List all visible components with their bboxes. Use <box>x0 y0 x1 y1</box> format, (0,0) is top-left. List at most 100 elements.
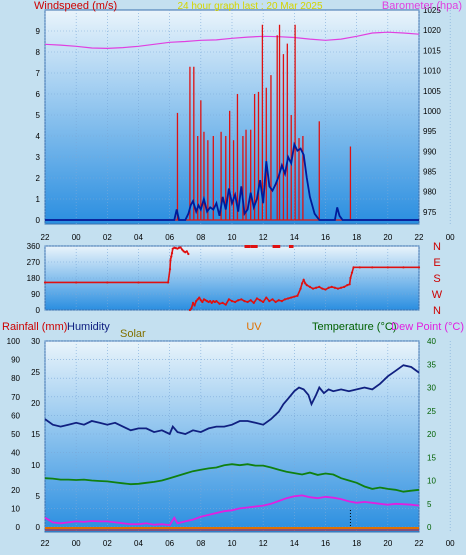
temperature-tick-label: 25 <box>427 407 436 416</box>
wind-x-tick-label: 10 <box>228 233 237 242</box>
barometer-tick-label: 975 <box>423 208 437 217</box>
direction-y-tick-label: 270 <box>27 258 41 267</box>
direction-y-tick-label: 360 <box>27 242 41 251</box>
wind-y-tick-label: 7 <box>36 69 41 78</box>
direction-axes: 0 N 90 W 180 S 270 E 360 N <box>27 241 443 317</box>
barometer-tick-label: 1005 <box>423 87 441 96</box>
barometer-line <box>44 31 420 50</box>
direction-point <box>246 245 250 248</box>
direction-point <box>247 245 251 248</box>
barometer-tick-label: 995 <box>423 127 437 136</box>
temperature-tick-label: 40 <box>427 337 436 346</box>
climate-x-tick-label: 16 <box>321 539 330 548</box>
temperature-tick-label: 35 <box>427 360 436 369</box>
barometer-tick-label: 980 <box>423 188 437 197</box>
wind-axes: 22 00 02 04 06 08 10 12 14 16 18 20 22 00012345678997… <box>36 6 456 242</box>
direction-series <box>43 245 421 312</box>
wind-y-tick-label: 3 <box>36 153 41 162</box>
rainfall-tick-label: 0 <box>36 523 41 532</box>
windspeed-axis-title: Windspeed (m/s) <box>34 0 117 12</box>
climate-x-tick-label: 20 <box>383 539 392 548</box>
compass-label: W <box>432 289 443 301</box>
uv-label: UV <box>246 321 262 333</box>
barometer-tick-label: 1010 <box>423 67 441 76</box>
barometer-tick-label: 1015 <box>423 46 441 55</box>
barometer-tick-label: 1025 <box>423 6 441 15</box>
wind-y-tick-label: 6 <box>36 90 41 99</box>
wind-x-tick-label: 06 <box>165 233 174 242</box>
direction-point <box>275 245 279 248</box>
barometer-tick-label: 1020 <box>423 26 441 35</box>
climate-series <box>44 364 420 531</box>
climate-x-tick-label: 10 <box>228 539 237 548</box>
climate-x-tick-label: 14 <box>290 539 299 548</box>
climate-x-tick-label: 12 <box>259 539 268 548</box>
humidity-tick-label: 80 <box>11 374 20 383</box>
climate-x-tick-label: 08 <box>196 539 205 548</box>
wind-x-tick-label: 18 <box>352 233 361 242</box>
direction-y-tick-label: 0 <box>36 306 41 315</box>
temperature-tick-label: 0 <box>427 523 432 532</box>
temperature-tick-label: 10 <box>427 477 436 486</box>
wind-average-line <box>45 141 419 221</box>
humidity-tick-label: 90 <box>11 356 20 365</box>
direction-point <box>288 245 292 248</box>
compass-label: N <box>433 305 441 317</box>
wind-x-tick-label: 22 <box>41 233 50 242</box>
wind-y-tick-label: 8 <box>36 48 41 57</box>
rainfall-tick-label: 10 <box>31 461 40 470</box>
climate-x-tick-label: 22 <box>415 539 424 548</box>
rainfall-tick-label: 5 <box>36 492 41 501</box>
wind-x-tick-label: 08 <box>196 233 205 242</box>
direction-segment <box>167 269 171 283</box>
direction-point <box>274 245 278 248</box>
wind-x-tick-label: 22 <box>415 233 424 242</box>
humidity-line <box>44 364 420 436</box>
direction-point <box>272 245 276 248</box>
wind-x-tick-label: 00 <box>72 233 81 242</box>
humidity-tick-label: 30 <box>11 467 20 476</box>
solar-label: Solar <box>120 328 146 340</box>
dewpoint-line <box>44 494 420 527</box>
direction-grid <box>44 245 420 311</box>
wind-x-tick-label: 20 <box>383 233 392 242</box>
climate-x-tick-label: 18 <box>352 539 361 548</box>
rainfall-tick-label: 30 <box>31 337 40 346</box>
wind-x-tick-label: 04 <box>134 233 143 242</box>
temperature-tick-label: 5 <box>427 500 432 509</box>
wind-x-tick-label: 16 <box>321 233 330 242</box>
wind-x-tick-label: 02 <box>103 233 112 242</box>
temperature-axis-title: Temperature (°C) <box>312 321 396 333</box>
humidity-tick-label: 40 <box>11 449 20 458</box>
rainfall-tick-label: 20 <box>31 399 40 408</box>
wind-y-tick-label: 1 <box>36 195 41 204</box>
direction-point <box>187 252 190 256</box>
humidity-tick-label: 20 <box>11 486 20 495</box>
chart-title: 24 hour graph last : 20 Mar 2025 <box>177 1 323 12</box>
dewpoint-axis-title: Dew Point (°C) <box>391 321 464 333</box>
wind-x-tick-label: 14 <box>290 233 299 242</box>
direction-y-tick-label: 180 <box>27 274 41 283</box>
direction-point <box>277 245 281 248</box>
climate-x-tick-label: 00 <box>446 539 455 548</box>
barometer-tick-label: 985 <box>423 168 437 177</box>
humidity-tick-label: 10 <box>11 504 20 513</box>
compass-label: N <box>433 241 441 253</box>
direction-y-tick-label: 90 <box>31 290 40 299</box>
direction-point <box>254 245 258 248</box>
wind-y-tick-label: 0 <box>36 216 41 225</box>
humidity-tick-label: 70 <box>11 393 20 402</box>
rainfall-axis-title: Rainfall (mm) <box>2 321 67 333</box>
wind-y-tick-label: 9 <box>36 27 41 36</box>
rainfall-tick-label: 25 <box>31 368 40 377</box>
direction-segment <box>296 288 302 297</box>
climate-x-tick-label: 00 <box>72 539 81 548</box>
wind-x-tick-label: 12 <box>259 233 268 242</box>
humidity-tick-label: 60 <box>11 411 20 420</box>
humidity-tick-label: 100 <box>7 337 21 346</box>
direction-point <box>417 266 421 269</box>
humidity-tick-label: 50 <box>11 430 20 439</box>
temperature-tick-label: 20 <box>427 430 436 439</box>
rainfall-tick-label: 15 <box>31 430 40 439</box>
